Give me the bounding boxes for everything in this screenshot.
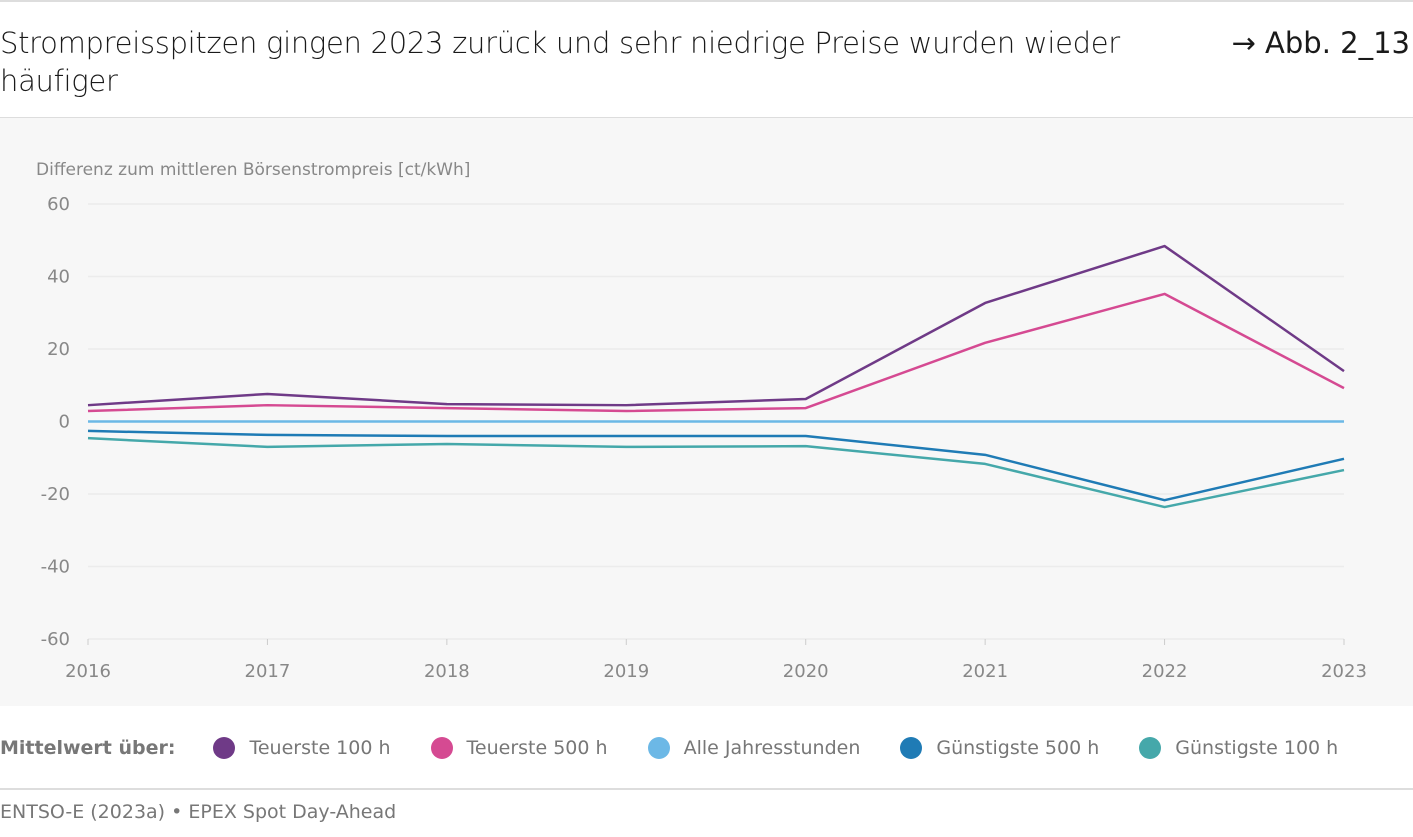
series-line-teuerste-100-h bbox=[87, 244, 1345, 407]
chart-panel: Differenz zum mittleren Börsenstrompreis… bbox=[0, 117, 1413, 706]
divider bbox=[0, 788, 1413, 790]
legend: Mittelwert über: Teuerste 100 h Teuerste … bbox=[0, 733, 1378, 763]
legend-item: Teuerste 100 h bbox=[213, 737, 391, 759]
line-chart: Differenz zum mittleren Börsenstrompreis… bbox=[36, 160, 1367, 682]
y-tick-label: 0 bbox=[59, 412, 70, 433]
y-tick-label: -40 bbox=[41, 557, 70, 578]
legend-swatch bbox=[900, 737, 923, 759]
legend-label: Mittelwert über: bbox=[0, 737, 176, 759]
x-tick-label: 2016 bbox=[65, 661, 111, 682]
y-axis-label: Differenz zum mittleren Börsenstrompreis… bbox=[36, 160, 470, 180]
x-tick-label: 2017 bbox=[245, 661, 291, 682]
x-tick-label: 2018 bbox=[424, 661, 470, 682]
series-line-g-nstigste-500-h bbox=[87, 429, 1345, 502]
y-tick-label: 40 bbox=[47, 267, 70, 288]
legend-item: Teuerste 500 h bbox=[430, 737, 608, 759]
legend-item: Günstigste 100 h bbox=[1139, 737, 1338, 759]
legend-item-label: Teuerste 500 h bbox=[466, 737, 608, 759]
series-line-teuerste-500-h bbox=[87, 292, 1345, 413]
top-divider bbox=[0, 0, 1413, 2]
series-line-g-nstigste-100-h bbox=[87, 436, 1345, 509]
x-tick-label: 2022 bbox=[1142, 661, 1188, 682]
y-tick-label: 60 bbox=[47, 194, 70, 215]
legend-swatch bbox=[430, 737, 453, 759]
legend-item-label: Alle Jahresstunden bbox=[683, 737, 861, 759]
x-tick-label: 2019 bbox=[603, 661, 649, 682]
legend-item: Alle Jahresstunden bbox=[647, 737, 861, 759]
source-note: ENTSO-E (2023a) • EPEX Spot Day-Ahead bbox=[0, 801, 397, 823]
legend-item-label: Günstigste 100 h bbox=[1175, 737, 1339, 759]
legend-item: Günstigste 500 h bbox=[900, 737, 1099, 759]
legend-swatch bbox=[647, 737, 670, 759]
y-tick-label: -60 bbox=[41, 629, 70, 650]
y-tick-label: -20 bbox=[41, 484, 70, 505]
x-tick-label: 2020 bbox=[783, 661, 829, 682]
x-tick-label: 2021 bbox=[962, 661, 1008, 682]
x-tick-label: 2023 bbox=[1321, 661, 1367, 682]
legend-item-label: Günstigste 500 h bbox=[936, 737, 1100, 759]
legend-item-label: Teuerste 100 h bbox=[249, 737, 391, 759]
figure-reference: → Abb. 2_13 bbox=[1231, 26, 1410, 60]
chart-title: Strompreisspitzen gingen 2023 zurück und… bbox=[0, 26, 1120, 98]
legend-swatch bbox=[213, 737, 236, 759]
legend-swatch bbox=[1139, 737, 1162, 759]
y-tick-label: 20 bbox=[47, 339, 70, 360]
